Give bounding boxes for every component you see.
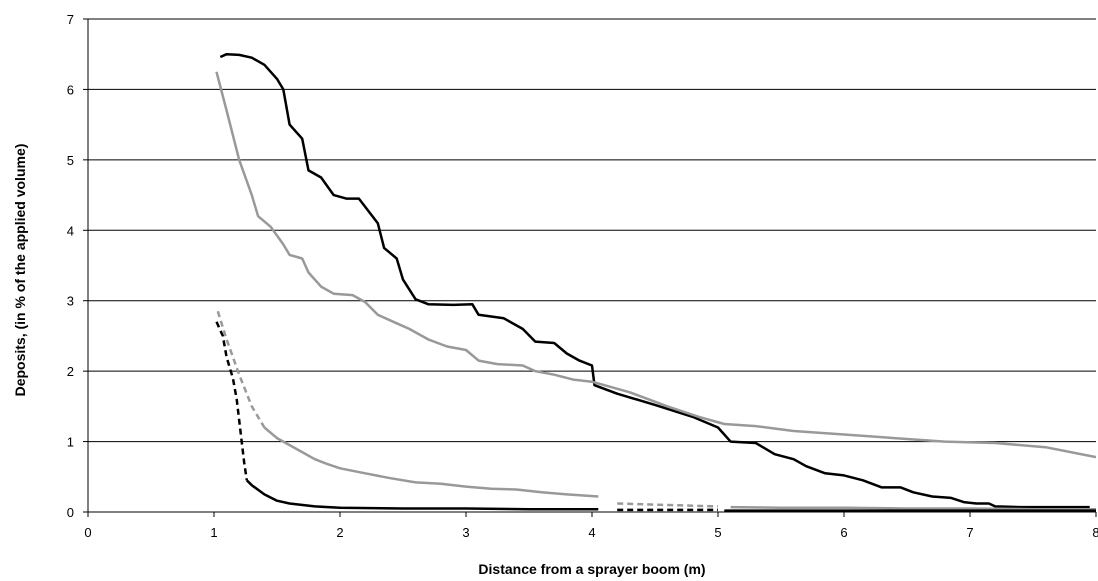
series-lines <box>215 52 1097 512</box>
gridlines <box>88 18 1096 443</box>
y-tick-label: 7 <box>67 12 74 27</box>
x-tick-label: 4 <box>588 525 595 540</box>
series-line-0 <box>219 52 1090 509</box>
series-line-1 <box>215 71 1097 459</box>
x-tick-label: 2 <box>336 525 343 540</box>
x-tick-label: 0 <box>84 525 91 540</box>
series-line-2 <box>263 426 599 498</box>
y-tick-label: 1 <box>67 435 74 450</box>
series-line-5 <box>245 479 599 511</box>
x-tick-label: 8 <box>1092 525 1098 540</box>
x-axis-label: Distance from a sprayer boom (m) <box>478 561 705 577</box>
y-tick-labels: 0 1 2 3 4 5 6 7 <box>67 12 74 520</box>
x-tick-label: 3 <box>462 525 469 540</box>
series-line-5-dashed <box>215 321 249 481</box>
y-axis-label: Deposits, (in % of the applied volume) <box>12 144 28 397</box>
series-line-4 <box>730 505 1096 511</box>
axes <box>83 18 1097 517</box>
x-tick-labels: 0 1 2 3 4 5 6 7 8 <box>84 525 1098 540</box>
y-tick-label: 6 <box>67 82 74 97</box>
series-line-3 <box>617 502 719 508</box>
series-line-2-dashed <box>216 310 266 429</box>
x-tick-label: 6 <box>840 525 847 540</box>
x-tick-label: 1 <box>210 525 217 540</box>
y-tick-label: 3 <box>67 294 74 309</box>
x-tick-label: 5 <box>714 525 721 540</box>
y-tick-label: 0 <box>67 505 74 520</box>
y-tick-label: 4 <box>67 223 74 238</box>
y-tick-label: 5 <box>67 153 74 168</box>
x-tick-label: 7 <box>966 525 973 540</box>
y-tick-label: 2 <box>67 364 74 379</box>
